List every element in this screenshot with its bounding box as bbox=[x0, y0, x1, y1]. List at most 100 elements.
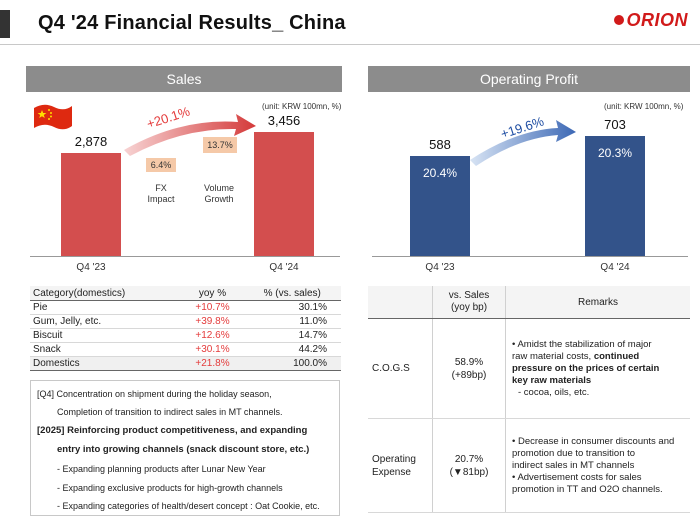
table-row: Biscuit +12.6% 14.7% bbox=[30, 328, 341, 343]
notes-box: [Q4] Concentration on shipment during th… bbox=[30, 380, 340, 516]
opex-remark-l2: promotion due to transition to bbox=[512, 447, 636, 459]
table-row: Gum, Jelly, etc. +39.8% 11.0% bbox=[30, 314, 341, 329]
header-yoy: yoy % bbox=[181, 286, 244, 301]
cogs-remarks: • Amidst the stabilization of major raw … bbox=[505, 318, 690, 419]
table-row: C.O.G.S 58.9% (+89bp) • Amidst the stabil… bbox=[368, 318, 690, 419]
note-bullet: - Expanding categories of health/desert … bbox=[57, 501, 320, 511]
op-bar-value-q4-24: 703 bbox=[604, 117, 626, 132]
cogs-remark-l1: • Amidst the stabilization of major bbox=[512, 338, 652, 350]
table-row: Pie +10.7% 30.1% bbox=[30, 300, 341, 315]
row-yoy: +10.7% bbox=[181, 300, 244, 315]
op-x-label-q4-23: Q4 '23 bbox=[425, 262, 455, 273]
cost-table: vs. Sales (yoy bp) Remarks C.O.G.S 58.9%(… bbox=[368, 286, 690, 513]
op-section-header: Operating Profit bbox=[368, 66, 690, 92]
opex-label: Operating Expense bbox=[368, 418, 433, 513]
note-line: [Q4] Concentration on shipment during th… bbox=[37, 389, 272, 399]
vol-label-line2: Growth bbox=[204, 194, 234, 204]
opex-remark-l1: • Decrease in consumer discounts and bbox=[512, 435, 675, 447]
domestics-header-row: Category(domestics) yoy % % (vs. sales) bbox=[30, 286, 341, 301]
cost-header-row: vs. Sales (yoy bp) Remarks bbox=[368, 286, 690, 319]
table-row: Snack +30.1% 44.2% bbox=[30, 342, 341, 357]
china-flag-icon bbox=[34, 104, 72, 130]
opex-bp: (▼81bp) bbox=[449, 466, 489, 478]
note-line-bold: [2025] Reinforcing product competitivene… bbox=[37, 425, 308, 436]
header-vs-sales-l1: vs. Sales bbox=[448, 290, 490, 301]
title-accent-bar bbox=[0, 10, 10, 38]
header-vs-sales-l2: (yoy bp) bbox=[450, 302, 488, 313]
vol-label-line1: Volume bbox=[203, 183, 235, 193]
header-blank bbox=[368, 286, 433, 319]
cogs-remark-l5: - cocoa, oils, etc. bbox=[518, 386, 590, 398]
opex-label-l1: Operating bbox=[372, 453, 416, 465]
sales-x-axis bbox=[30, 256, 340, 257]
title-divider bbox=[0, 44, 700, 45]
domestics-table: Category(domestics) yoy % % (vs. sales) … bbox=[30, 286, 341, 371]
row-category: Gum, Jelly, etc. bbox=[30, 314, 182, 329]
opex-remark-l3: indirect sales in MT channels bbox=[512, 459, 635, 471]
op-bar-value-q4-23: 588 bbox=[429, 137, 451, 152]
opex-remark-l4: • Advertisement costs for sales bbox=[512, 471, 642, 483]
row-category: Domestics bbox=[30, 356, 182, 371]
fx-impact-value: 6.4% bbox=[146, 158, 176, 172]
op-x-axis bbox=[372, 256, 688, 257]
sales-bar-value-q4-23: 2,878 bbox=[74, 134, 108, 149]
sales-bar-q4-24 bbox=[254, 132, 314, 256]
op-bar-q4-24 bbox=[585, 136, 645, 256]
row-share: 11.0% bbox=[243, 314, 341, 329]
row-share: 30.1% bbox=[243, 300, 341, 315]
sales-x-label-q4-23: Q4 '23 bbox=[76, 262, 106, 273]
opex-pct: 20.7% bbox=[454, 453, 484, 465]
row-share: 44.2% bbox=[243, 342, 341, 357]
sales-unit-note: (unit: KRW 100mn, %) bbox=[262, 102, 342, 111]
note-line: Completion of transition to indirect sal… bbox=[57, 407, 283, 417]
table-total-row: Domestics +21.8% 100.0% bbox=[30, 356, 341, 371]
cogs-remark-l3: pressure on the prices of certain bbox=[512, 362, 660, 374]
row-share: 14.7% bbox=[243, 328, 341, 343]
cogs-remark-l2a: raw material costs, bbox=[512, 350, 594, 362]
cogs-remark-l2b: continued bbox=[593, 350, 640, 362]
note-bullet: - Expanding planning products after Luna… bbox=[57, 464, 266, 474]
cogs-bp: (+89bp) bbox=[451, 369, 487, 381]
cogs-value: 58.9% (+89bp) bbox=[432, 318, 506, 419]
opex-remark-l5: promotion in TT and O2O channels. bbox=[512, 483, 663, 495]
cogs-remark-l4: key raw materials bbox=[512, 374, 592, 386]
note-bullet: - Expanding exclusive products for high-… bbox=[57, 483, 283, 493]
opex-label-l2: Expense bbox=[372, 466, 411, 478]
note-line-bold: entry into growing channels (snack disco… bbox=[57, 444, 310, 455]
row-yoy: +12.6% bbox=[181, 328, 244, 343]
sales-bar-value-q4-24: 3,456 bbox=[267, 113, 301, 128]
op-margin-q4-24: 20.3% bbox=[597, 146, 633, 160]
fx-impact-label: FX Impact bbox=[138, 183, 184, 205]
header-category: Category(domestics) bbox=[30, 286, 182, 301]
logo-text: ORION bbox=[626, 10, 688, 30]
header-remarks: Remarks bbox=[505, 286, 690, 319]
volume-growth-label: Volume Growth bbox=[194, 183, 244, 205]
op-growth-arrow-icon bbox=[470, 120, 576, 166]
row-yoy: +30.1% bbox=[181, 342, 244, 357]
row-category: Snack bbox=[30, 342, 182, 357]
op-x-label-q4-24: Q4 '24 bbox=[600, 262, 630, 273]
orion-logo: ORION bbox=[614, 10, 688, 31]
op-bar-q4-23 bbox=[410, 156, 470, 256]
sales-section-header: Sales bbox=[26, 66, 342, 92]
page-title: Q4 '24 Financial Results_ China bbox=[38, 12, 346, 34]
cogs-pct: 58.9% bbox=[454, 356, 484, 368]
sales-growth-arrow-icon bbox=[124, 114, 256, 156]
op-margin-q4-23: 20.4% bbox=[422, 166, 458, 180]
opex-value: 20.7% (▼81bp) bbox=[432, 418, 506, 513]
cogs-label: C.O.G.S bbox=[368, 318, 433, 419]
fx-label-line1: FX bbox=[155, 183, 167, 193]
fx-label-line2: Impact bbox=[147, 194, 175, 204]
volume-growth-value: 13.7% bbox=[203, 137, 237, 153]
row-category: Pie bbox=[30, 300, 182, 315]
row-yoy: +21.8% bbox=[181, 356, 244, 371]
sales-bar-q4-23 bbox=[61, 153, 121, 256]
table-row: Operating Expense 20.7% (▼81bp) • Decrease… bbox=[368, 418, 690, 513]
header-vs-sales: vs. Sales (yoy bp) bbox=[432, 286, 506, 319]
sales-x-label-q4-24: Q4 '24 bbox=[269, 262, 299, 273]
opex-remarks: • Decrease in consumer discounts and pro… bbox=[505, 418, 690, 513]
header-share: % (vs. sales) bbox=[243, 286, 341, 301]
logo-dot-icon bbox=[614, 15, 625, 25]
row-category: Biscuit bbox=[30, 328, 182, 343]
op-unit-note: (unit: KRW 100mn, %) bbox=[604, 102, 684, 111]
